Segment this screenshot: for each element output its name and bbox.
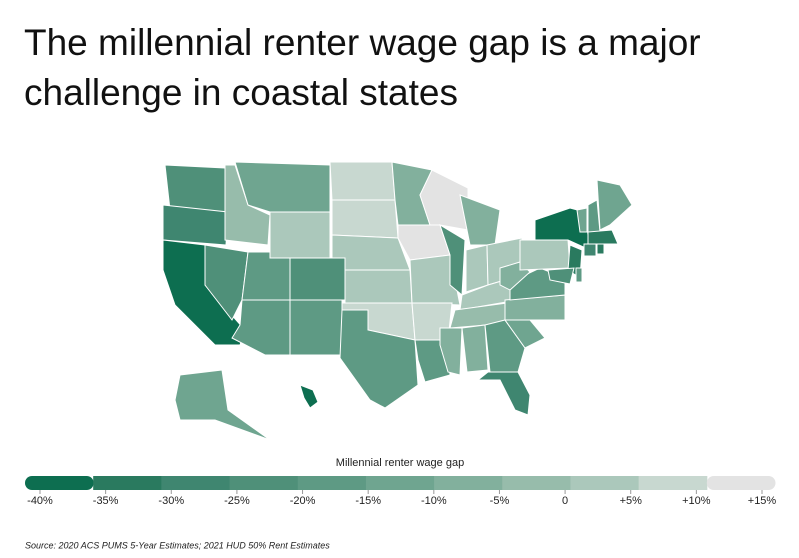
tick-label: -20% [290,495,316,507]
source: Source: 2020 ACS PUMS 5-Year Estimates; … [25,540,330,550]
state [299,384,319,409]
tick-label: -40% [27,495,53,507]
state [583,243,597,257]
state [331,199,399,239]
state [459,194,501,246]
tick-label: +10% [682,495,711,507]
state [519,239,571,271]
state [587,229,619,245]
state [339,309,419,409]
state [204,244,249,321]
state [439,223,466,297]
state [476,371,531,416]
state [575,267,583,283]
legend-swatch [161,476,231,490]
tick-label: -10% [421,495,447,507]
state [596,179,633,231]
legend-swatch [365,476,435,490]
state [344,269,413,304]
state [241,251,291,301]
legend-swatch [93,476,162,490]
state [576,207,588,233]
state [547,267,575,285]
legend-swatch [502,476,571,490]
state [409,254,461,306]
tick-label: -30% [158,495,184,507]
tick-label: +15% [748,495,777,507]
state [164,164,226,213]
tick-label: -15% [355,495,381,507]
chart-title: The millennial renter wage gap is a majo… [24,22,701,113]
legend-swatch [638,476,708,490]
tick-label: -35% [93,495,119,507]
state [484,319,526,373]
legend-swatch [570,476,640,490]
state [465,244,489,293]
tick-label: -5% [490,495,510,507]
tick-label: -25% [224,495,250,507]
state [596,243,605,255]
tick-label: 0 [562,495,568,507]
state [461,324,489,373]
legend-swatch [229,476,299,490]
legend-swatch [25,476,94,490]
state [269,211,331,259]
legend-swatch [706,476,776,490]
tick-label: +5% [620,495,643,507]
legend-swatch [297,476,367,490]
state [289,257,351,301]
state [234,161,331,213]
legend-swatch [434,476,503,490]
legend-title: Millennial renter wage gap [336,457,464,469]
state [231,299,291,356]
state [439,327,463,376]
state [162,204,229,246]
state [329,161,396,201]
state [174,369,271,441]
state [289,299,343,356]
